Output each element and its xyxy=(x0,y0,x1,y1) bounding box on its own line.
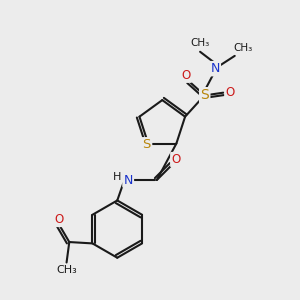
Text: O: O xyxy=(171,153,181,166)
Text: N: N xyxy=(124,173,133,187)
Text: S: S xyxy=(200,88,209,102)
Text: CH₃: CH₃ xyxy=(190,38,210,48)
Text: O: O xyxy=(226,86,235,99)
Text: CH₃: CH₃ xyxy=(233,44,253,53)
Text: CH₃: CH₃ xyxy=(56,265,77,275)
Text: N: N xyxy=(210,62,220,75)
Text: O: O xyxy=(54,213,64,226)
Text: O: O xyxy=(182,69,191,82)
Text: S: S xyxy=(142,138,151,152)
Text: H: H xyxy=(112,172,121,182)
